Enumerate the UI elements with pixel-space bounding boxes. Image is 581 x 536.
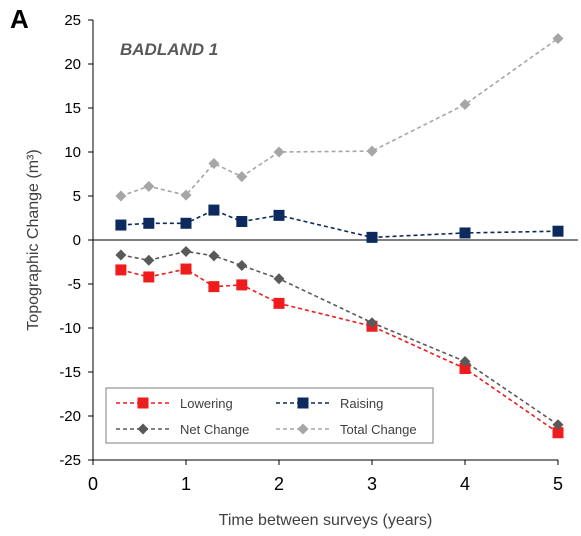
x-tick-label: 4 [460,474,470,494]
raising-point [366,231,378,243]
y-tick-label: 25 [64,12,81,29]
total-change-point [236,171,248,183]
x-tick-label: 3 [367,474,377,494]
y-tick-label: 20 [64,56,81,73]
raising-point [143,217,155,229]
lowering-point [236,279,248,291]
net-change-point [236,260,248,272]
legend-total-change-label: Total Change [340,422,417,437]
net-change-point [366,317,378,329]
total-change-point [115,190,127,202]
legend-net-change-marker [137,423,149,435]
y-tick-label: -5 [68,276,81,293]
net-change-point [459,355,471,367]
chart-subtitle: BADLAND 1 [120,40,219,59]
total-change-series-line [120,37,559,197]
x-tick-label: 0 [88,474,98,494]
net-change-point [552,419,564,431]
lowering-point [115,264,127,276]
net-change-point [115,249,127,261]
lowering-point [180,263,192,275]
y-tick-label: -25 [59,452,81,469]
raising-point [459,227,471,239]
legend-total-change-marker [297,423,309,435]
total-change-point [143,180,155,192]
legend-raising-marker [297,397,309,409]
total-change-point [208,157,220,169]
x-tick-label: 5 [553,474,563,494]
y-tick-label: -10 [59,320,81,337]
lowering-point [459,362,471,374]
legend-lowering-marker [137,397,149,409]
legend-lowering-label: Lowering [180,396,233,411]
net-change-point [180,245,192,257]
x-tick-label: 2 [274,474,284,494]
panel-letter: A [10,4,29,34]
x-axis-title: Time between surveys (years) [219,512,433,529]
y-tick-label: -15 [59,364,81,381]
lowering-point [208,281,220,293]
y-tick-label: 10 [64,144,81,161]
y-axis-title: Topographic Change (m³) [25,149,42,330]
raising-point [115,219,127,231]
raising-point [273,209,285,221]
legend-net-change-label: Net Change [180,422,249,437]
total-change-point [366,145,378,157]
raising-point [236,216,248,228]
y-tick-label: -20 [59,408,81,425]
lowering-point [552,427,564,439]
net-change-point [143,254,155,266]
y-tick-label: 15 [64,100,81,117]
raising-point [180,217,192,229]
lowering-point [273,297,285,309]
legend-box [105,387,434,444]
legend-raising-label: Raising [340,396,383,411]
raising-point [208,204,220,216]
y-tick-label: 5 [73,188,81,205]
total-change-point [180,189,192,201]
net-change-point [273,273,285,285]
total-change-point [273,146,285,158]
total-change-point [459,98,471,110]
y-tick-label: 0 [73,232,81,249]
net-change-point [208,250,220,262]
lowering-point [143,271,155,283]
raising-point [552,225,564,237]
total-change-point [552,32,564,44]
x-tick-label: 1 [181,474,191,494]
